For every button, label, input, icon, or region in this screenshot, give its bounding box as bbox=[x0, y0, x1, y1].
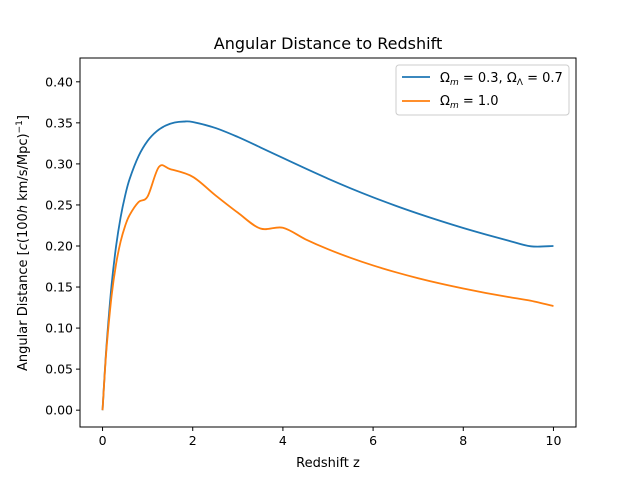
y-tick-label: 0.15 bbox=[45, 280, 73, 295]
legend-1-sub-m: m bbox=[450, 78, 459, 88]
x-axis-label: Redshift z bbox=[296, 456, 360, 471]
x-tick-label: 8 bbox=[459, 433, 467, 448]
legend-box bbox=[395, 64, 570, 116]
y-tick-label: 0.05 bbox=[45, 362, 73, 377]
legend-1-eq: = 0.3, bbox=[459, 71, 507, 86]
y-tick-label: 0.20 bbox=[45, 238, 73, 253]
plot-background bbox=[80, 58, 576, 427]
y-tick-label: 0.00 bbox=[45, 403, 73, 418]
y-label-exp: −1 bbox=[15, 120, 25, 133]
x-tick-label: 4 bbox=[279, 433, 287, 448]
legend-1-omega: Ω bbox=[440, 71, 450, 86]
legend-2-omega: Ω bbox=[440, 94, 450, 109]
y-tick-label: 0.40 bbox=[45, 74, 73, 89]
y-tick-label: 0.10 bbox=[45, 321, 73, 336]
x-tick-label: 10 bbox=[546, 433, 562, 448]
legend-2-val: = 1.0 bbox=[459, 94, 499, 109]
series-line-2 bbox=[101, 164, 554, 411]
x-axis: 0 2 4 6 8 10 bbox=[99, 427, 562, 448]
y-label-h: h bbox=[16, 205, 31, 213]
x-tick-label: 6 bbox=[369, 433, 377, 448]
x-tick-label: 0 bbox=[99, 433, 107, 448]
y-tick-label: 0.30 bbox=[45, 156, 73, 171]
y-tick-label: 0.25 bbox=[45, 197, 73, 212]
y-axis-label: Angular Distance [c(100h km/s/Mpc)−1] bbox=[15, 115, 31, 371]
y-label-c: c bbox=[16, 243, 31, 250]
plot-frame bbox=[79, 57, 577, 428]
y-axis: 0.00 0.05 0.10 0.15 0.20 0.25 0.30 0.35 0.40 bbox=[45, 74, 80, 418]
legend-2-sub-m: m bbox=[450, 101, 459, 111]
legend-1-omega2: Ω bbox=[507, 71, 517, 86]
legend-1-val: = 0.7 bbox=[523, 71, 563, 86]
series-layer bbox=[101, 120, 554, 411]
y-label-prefix: Angular Distance [ bbox=[16, 250, 31, 371]
y-label-close: ] bbox=[16, 115, 31, 120]
legend: Ωm = 0.3, ΩΛ = 0.7 Ωm = 1.0 bbox=[395, 64, 570, 116]
chart-title: Angular Distance to Redshift bbox=[214, 34, 442, 53]
x-tick-label: 2 bbox=[189, 433, 197, 448]
plot-area bbox=[79, 57, 577, 428]
y-tick-label: 0.35 bbox=[45, 115, 73, 130]
y-label-units: km/s/Mpc) bbox=[16, 133, 31, 205]
series-line-1 bbox=[101, 120, 554, 411]
y-label-open: (100 bbox=[16, 213, 31, 243]
legend-1-sub-lambda: Λ bbox=[517, 78, 524, 88]
legend-label-series-1: Ωm = 0.3, ΩΛ = 0.7 bbox=[440, 71, 563, 88]
legend-label-series-2: Ωm = 1.0 bbox=[440, 94, 499, 111]
